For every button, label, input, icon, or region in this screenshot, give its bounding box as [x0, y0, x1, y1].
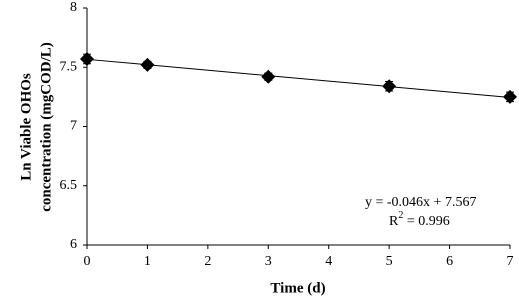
data-point — [261, 69, 276, 84]
x-tick-label: 6 — [446, 254, 453, 269]
y-tick-label: 8 — [70, 0, 77, 15]
data-point — [382, 79, 397, 94]
r-squared-symbol: R — [389, 214, 399, 229]
y-axis-title: Ln Viable OHOs — [18, 73, 34, 181]
data-point — [503, 89, 517, 104]
x-tick-label: 5 — [386, 254, 393, 269]
x-tick-label: 2 — [204, 254, 211, 269]
x-tick-label: 7 — [507, 254, 514, 269]
data-point — [80, 51, 94, 66]
y-tick-label: 7.5 — [60, 59, 78, 74]
x-tick-label: 0 — [84, 254, 91, 269]
data-point — [140, 57, 155, 72]
x-tick-label: 4 — [325, 254, 332, 269]
trendline-equation: y = -0.046x + 7.567 — [365, 195, 476, 210]
trendline — [86, 58, 511, 98]
x-tick-label: 1 — [144, 254, 151, 269]
r-squared-sup: 2 — [398, 210, 403, 221]
y-tick-label: 6 — [70, 237, 77, 252]
y-axis-title: concentration (mgCOD/L) — [38, 42, 54, 212]
x-tick-label: 3 — [265, 254, 272, 269]
r-squared: R2 = 0.996 — [389, 210, 450, 229]
y-tick-label: 6.5 — [60, 178, 78, 193]
r-squared-value: = 0.996 — [403, 214, 449, 229]
y-tick-label: 7 — [70, 119, 77, 134]
x-axis-title: Time (d) — [270, 280, 325, 296]
